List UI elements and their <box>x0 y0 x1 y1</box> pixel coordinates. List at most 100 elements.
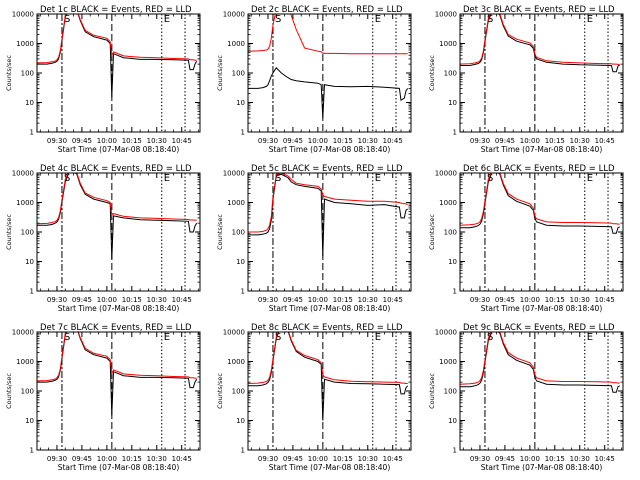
series-line-red <box>248 332 408 384</box>
y-tick-label: 10 <box>448 258 457 266</box>
y-axis-label: Counts/sec <box>5 373 13 409</box>
chart-panel: Det 3c BLACK = Events, RED = LLD 1 10 100 10… <box>428 5 624 154</box>
x-tick-label: 10:15 <box>545 455 565 463</box>
plot-frame <box>247 13 412 133</box>
y-tick-label: 100 <box>21 229 34 237</box>
y-tick-label: 1 <box>30 129 34 137</box>
x-tick-label: 10:30 <box>358 455 378 463</box>
time-marker-label: S <box>487 14 493 25</box>
x-tick-label: 10:45 <box>595 455 615 463</box>
y-tick-label: 10 <box>25 417 34 425</box>
time-marker-label: E <box>587 332 593 343</box>
y-tick-label: 100 <box>21 388 34 396</box>
x-tick-label: 10:00 <box>520 296 540 304</box>
time-marker-label: S <box>275 332 281 343</box>
plot-frame <box>36 331 201 451</box>
y-tick-label: 1 <box>453 288 457 296</box>
y-tick-label: 100 <box>444 388 457 396</box>
series-line-black <box>460 332 620 393</box>
y-tick-label: 10000 <box>435 11 457 19</box>
x-tick-label: 09:30 <box>258 137 278 145</box>
time-marker-label: E <box>375 14 381 25</box>
y-tick-label: 1 <box>30 447 34 455</box>
y-tick-label: 10 <box>448 417 457 425</box>
y-axis-label: Counts/sec <box>216 214 224 250</box>
chart-title: Det 3c BLACK = Events, RED = LLD <box>463 5 615 15</box>
x-tick-label: 10:30 <box>147 137 167 145</box>
time-marker-label: E <box>164 332 170 343</box>
plot-frame <box>459 13 624 133</box>
series-line-red <box>460 173 620 226</box>
y-tick-label: 100 <box>232 70 245 78</box>
time-marker-label: S <box>64 14 70 25</box>
plot-frame <box>247 331 412 451</box>
series-line-red <box>37 173 197 225</box>
chart-panel: Det 4c BLACK = Events, RED = LLD 1 10 100 10… <box>5 164 201 313</box>
plot-frame <box>36 13 201 133</box>
chart-panel: Det 5c BLACK = Events, RED = LLD 1 10 100 10… <box>216 164 412 313</box>
x-tick-label: 10:00 <box>97 137 117 145</box>
y-tick-label: 10 <box>25 258 34 266</box>
x-axis-label: Start Time (07-Mar-08 08:18:40) <box>58 145 180 154</box>
chart-panel: Det 1c BLACK = Events, RED = LLD 1 10 100 10… <box>5 5 201 154</box>
y-tick-label: 10 <box>236 258 245 266</box>
series-line-red <box>37 14 197 64</box>
chart-panel: Det 2c BLACK = Events, RED = LLD 1 10 100 10… <box>216 5 412 154</box>
x-tick-label: 09:30 <box>470 296 490 304</box>
series-line-black <box>37 14 198 98</box>
series-line-black <box>248 173 408 257</box>
x-tick-label: 10:30 <box>570 455 590 463</box>
y-tick-label: 1 <box>453 129 457 137</box>
x-tick-label: 09:30 <box>47 296 67 304</box>
y-tick-label: 10000 <box>435 170 457 178</box>
y-tick-label: 1000 <box>227 199 245 207</box>
time-marker-label: E <box>587 173 593 184</box>
chart-title: Det 6c BLACK = Events, RED = LLD <box>463 164 615 174</box>
series-line-black <box>248 332 409 421</box>
series-line-red <box>460 332 620 385</box>
x-axis-label: Start Time (07-Mar-08 08:18:40) <box>269 463 391 472</box>
y-axis-label: Counts/sec <box>5 55 13 91</box>
x-tick-label: 10:00 <box>308 455 328 463</box>
y-axis-label: Counts/sec <box>428 55 436 91</box>
y-tick-label: 10000 <box>12 11 34 19</box>
time-marker-label: E <box>375 173 381 184</box>
y-axis-label: Counts/sec <box>5 214 13 250</box>
series-line-black <box>37 173 198 260</box>
x-tick-label: 10:30 <box>358 137 378 145</box>
y-tick-label: 10000 <box>223 11 245 19</box>
x-tick-label: 10:45 <box>172 296 192 304</box>
x-tick-label: 10:15 <box>122 455 142 463</box>
y-tick-label: 10000 <box>12 170 34 178</box>
y-tick-label: 10000 <box>435 329 457 337</box>
x-axis-label: Start Time (07-Mar-08 08:18:40) <box>481 463 603 472</box>
time-marker-label: S <box>275 14 281 25</box>
x-tick-label: 09:30 <box>258 296 278 304</box>
x-axis-label: Start Time (07-Mar-08 08:18:40) <box>269 145 391 154</box>
y-tick-label: 10 <box>236 417 245 425</box>
y-tick-label: 10000 <box>223 329 245 337</box>
x-tick-label: 10:00 <box>308 296 328 304</box>
time-marker-label: S <box>64 173 70 184</box>
y-tick-label: 100 <box>444 229 457 237</box>
y-tick-label: 1000 <box>16 199 34 207</box>
y-tick-label: 1000 <box>439 358 457 366</box>
x-axis-label: Start Time (07-Mar-08 08:18:40) <box>269 304 391 313</box>
chart-title: Det 5c BLACK = Events, RED = LLD <box>251 164 403 174</box>
x-tick-label: 10:45 <box>595 296 615 304</box>
series-line-black <box>248 67 409 118</box>
series-line-red <box>248 14 408 55</box>
y-tick-label: 1 <box>241 447 245 455</box>
chart-panel: Det 9c BLACK = Events, RED = LLD 1 10 100 10… <box>428 323 624 472</box>
y-tick-label: 1000 <box>16 358 34 366</box>
y-tick-label: 1 <box>453 447 457 455</box>
series-line-black <box>37 332 198 416</box>
x-tick-label: 09:45 <box>72 296 92 304</box>
x-tick-label: 09:30 <box>470 137 490 145</box>
y-tick-label: 1 <box>241 288 245 296</box>
x-axis-label: Start Time (07-Mar-08 08:18:40) <box>481 304 603 313</box>
x-tick-label: 10:00 <box>520 137 540 145</box>
series-line-black <box>460 173 620 234</box>
time-marker-label: E <box>587 14 593 25</box>
